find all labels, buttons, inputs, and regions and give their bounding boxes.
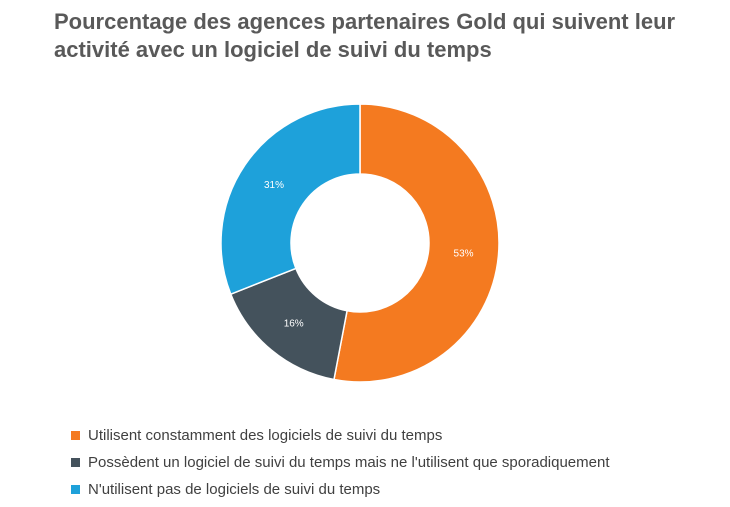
slice-labels: 53% 16% 31% [264,180,474,330]
legend-swatch-non-users [71,485,80,494]
donut-slice-non-users [220,103,361,296]
chart-title: Pourcentage des agences partenaires Gold… [54,9,676,62]
legend-label: Utilisent constamment des logiciels de s… [88,427,443,444]
legend-label: N'utilisent pas de logiciels de suivi du… [88,481,381,498]
legend-swatch-sporadic-users [71,458,80,467]
slice-value-label: 31% [264,180,284,191]
donut-slice-constant-users [333,103,500,383]
slice-value-label: 53% [454,248,474,259]
legend-item-sporadic-users: Possèdent un logiciel de suivi du temps … [71,449,610,476]
donut-chart: 53% 16% 31% [220,103,500,383]
legend-item-non-users: N'utilisent pas de logiciels de suivi du… [71,476,610,503]
slice-value-label: 16% [284,319,304,330]
legend-label: Possèdent un logiciel de suivi du temps … [88,454,610,471]
legend-swatch-constant-users [71,431,80,440]
legend-item-constant-users: Utilisent constamment des logiciels de s… [71,422,610,449]
donut-slices [220,103,500,383]
legend: Utilisent constamment des logiciels de s… [71,422,610,503]
